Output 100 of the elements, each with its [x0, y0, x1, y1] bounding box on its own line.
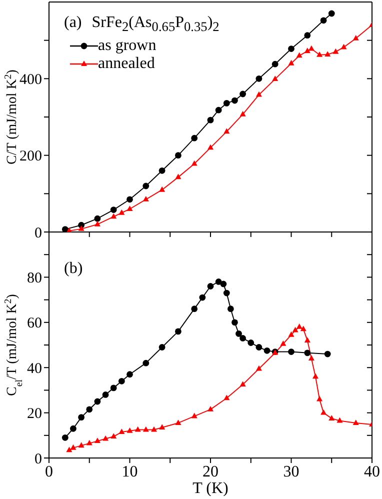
point [223, 100, 230, 106]
x-tick-label: 40 [364, 463, 380, 480]
point [118, 209, 125, 215]
point [288, 46, 294, 52]
point [175, 328, 182, 335]
point [272, 60, 278, 68]
point [142, 182, 150, 190]
point [110, 384, 117, 392]
point [208, 406, 214, 412]
point [94, 215, 101, 222]
point [94, 220, 100, 226]
point [70, 425, 76, 432]
point [292, 326, 298, 332]
point [296, 324, 302, 329]
point [158, 167, 166, 174]
point [296, 52, 302, 58]
point [300, 326, 306, 332]
point [86, 440, 92, 446]
x-tick-label: 30 [283, 463, 300, 480]
point [248, 340, 254, 346]
point [240, 335, 246, 342]
point [304, 350, 311, 356]
point [208, 144, 214, 150]
point [352, 35, 359, 40]
y-tick-label: 400 [20, 72, 42, 88]
point [199, 294, 206, 301]
point [62, 434, 68, 441]
point [78, 442, 84, 448]
point [142, 196, 149, 202]
point [142, 360, 150, 366]
x-tick-label: 20 [202, 463, 218, 480]
point [256, 75, 262, 82]
point [312, 373, 318, 379]
point [340, 44, 347, 50]
point [78, 226, 84, 231]
y-tick-label: 60 [27, 316, 42, 332]
y-tick-label: 80 [27, 270, 42, 287]
point [232, 319, 238, 326]
point [118, 378, 125, 384]
point [220, 280, 227, 288]
point [328, 10, 335, 17]
annotation: (b) [64, 260, 83, 278]
point [256, 365, 262, 371]
point [280, 340, 286, 346]
point [94, 398, 101, 405]
point [110, 206, 117, 213]
point [256, 344, 262, 350]
point [223, 290, 230, 296]
point [159, 186, 166, 192]
point [328, 415, 335, 420]
point [191, 306, 198, 312]
point [264, 347, 270, 354]
point [191, 160, 198, 166]
point [224, 128, 230, 134]
point [236, 330, 242, 337]
point [62, 226, 68, 232]
point [94, 438, 100, 444]
point [110, 433, 117, 439]
point [304, 48, 310, 54]
legend-label: as grown [98, 37, 156, 55]
point [215, 278, 222, 285]
y-tick-label: 20 [27, 406, 42, 422]
point [215, 106, 222, 114]
point [191, 134, 198, 142]
point [102, 435, 109, 441]
point [304, 32, 311, 39]
y-tick-label: 0 [34, 451, 42, 468]
point [240, 381, 246, 387]
point [240, 90, 246, 98]
point [207, 283, 214, 290]
point [158, 344, 166, 350]
point [232, 97, 238, 104]
point [320, 409, 327, 415]
point [66, 446, 72, 452]
y-tick-label: 200 [20, 148, 42, 165]
y-tick-label: 40 [27, 360, 42, 377]
point [207, 116, 214, 124]
point [102, 392, 109, 398]
point [316, 52, 323, 57]
point [118, 428, 125, 434]
point [126, 196, 133, 203]
point [224, 394, 230, 400]
point [175, 174, 182, 180]
point [352, 420, 359, 425]
point [78, 414, 84, 421]
point [150, 426, 157, 432]
point [134, 426, 141, 432]
point [288, 348, 294, 355]
point [336, 417, 343, 423]
point [332, 48, 339, 54]
point [86, 406, 93, 413]
point [126, 427, 133, 433]
point [175, 152, 182, 159]
annotation: SrFe$_{2}$(As$_{0.65}$P$_{0.35}$)$_{2}$ [92, 14, 220, 36]
x-tick-label: 10 [122, 463, 138, 480]
point [320, 17, 327, 24]
point [240, 110, 246, 116]
point [308, 355, 314, 361]
point [70, 444, 76, 450]
annotation: (a) [64, 14, 82, 33]
